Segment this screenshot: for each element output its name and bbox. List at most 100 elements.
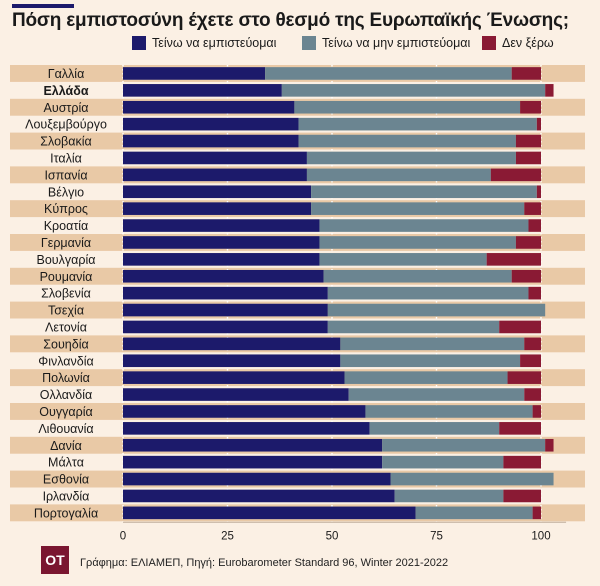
bar-segment-trust bbox=[123, 117, 299, 131]
bar-segment-distrust bbox=[319, 253, 487, 266]
category-label: Λετονία bbox=[45, 320, 87, 334]
category-label: Λιθουανία bbox=[38, 422, 93, 436]
x-tick-label: 100 bbox=[531, 530, 550, 540]
bar-segment-dontknow bbox=[524, 388, 541, 401]
bar-segment-distrust bbox=[311, 202, 525, 215]
bar-segment-distrust bbox=[340, 337, 525, 351]
bar-segment-distrust bbox=[294, 100, 521, 114]
bar-segment-dontknow bbox=[515, 134, 541, 148]
bar-segment-trust bbox=[123, 354, 341, 368]
category-label: Ρουμανία bbox=[40, 270, 93, 284]
bar-segment-dontknow bbox=[499, 320, 541, 334]
category-label: Πορτογαλία bbox=[34, 506, 98, 520]
category-label: Ιρλανδία bbox=[43, 489, 90, 503]
bar-segment-distrust bbox=[327, 286, 529, 300]
bar-segment-dontknow bbox=[524, 202, 541, 215]
category-label: Κροατία bbox=[44, 219, 89, 233]
category-label: Ισπανία bbox=[44, 168, 87, 182]
bar-segment-dontknow bbox=[515, 236, 541, 249]
publisher-logo: OT bbox=[41, 546, 69, 574]
bar-segment-trust bbox=[123, 134, 299, 148]
category-label: Πολωνία bbox=[42, 371, 90, 385]
bar-segment-dontknow bbox=[515, 151, 541, 165]
bar-segment-trust bbox=[123, 388, 349, 401]
bar-segment-distrust bbox=[415, 506, 533, 520]
legend: Τείνω να εμπιστεύομαι Τείνω να μην εμπισ… bbox=[0, 36, 600, 52]
bar-segment-distrust bbox=[298, 117, 537, 131]
category-label: Ολλανδία bbox=[40, 388, 92, 402]
bar-segment-trust bbox=[123, 100, 295, 114]
category-label: Αυστρία bbox=[44, 101, 89, 115]
bar-segment-trust bbox=[123, 405, 366, 418]
bar-segment-trust bbox=[123, 202, 312, 215]
category-label: Σλοβακία bbox=[40, 135, 91, 149]
bar-segment-trust bbox=[123, 286, 328, 300]
bar-segment-dontknow bbox=[507, 371, 541, 384]
category-label: Δανία bbox=[50, 439, 82, 453]
legend-swatch-distrust bbox=[302, 36, 316, 50]
bar-segment-distrust bbox=[298, 134, 516, 148]
bar-segment-trust bbox=[123, 371, 345, 384]
category-label: Εσθονία bbox=[43, 473, 89, 487]
footer: OT Γράφημα: ΕΛΙΑΜΕΠ, Πηγή: Eurobarometer… bbox=[0, 544, 600, 580]
bar-segment-distrust bbox=[369, 422, 500, 435]
bar-segment-trust bbox=[123, 269, 324, 283]
source-note: Γράφημα: ΕΛΙΑΜΕΠ, Πηγή: Eurobarometer St… bbox=[80, 557, 449, 569]
bar-segment-dontknow bbox=[532, 405, 541, 418]
bar-segment-trust bbox=[123, 236, 320, 249]
bar-segment-distrust bbox=[319, 219, 529, 232]
legend-item-trust: Τείνω να εμπιστεύομαι bbox=[132, 36, 276, 50]
bar-segment-distrust bbox=[319, 236, 516, 249]
legend-label-dontknow: Δεν ξέρω bbox=[502, 36, 554, 50]
bar-segment-dontknow bbox=[503, 455, 541, 469]
bar-segment-dontknow bbox=[545, 438, 554, 452]
bar-segment-trust bbox=[123, 185, 312, 199]
bar-segment-dontknow bbox=[528, 219, 541, 232]
bar-segment-dontknow bbox=[520, 100, 541, 114]
stacked-bar-chart: Γαλλία Ελλάδα Αυστρία Λουξεμβούργο Σλοβακία Ι… bbox=[10, 65, 585, 540]
category-label: Τσεχία bbox=[48, 304, 84, 318]
category-label: Ουγγαρία bbox=[39, 405, 92, 419]
category-label: Γαλλία bbox=[48, 67, 85, 81]
bar-segment-trust bbox=[123, 151, 307, 165]
bar-segment-trust bbox=[123, 472, 391, 486]
category-label: Βουλγαρία bbox=[37, 253, 96, 267]
x-tick-label: 50 bbox=[326, 530, 339, 540]
category-label: Σουηδία bbox=[43, 337, 88, 351]
bar-segment-trust bbox=[123, 337, 341, 351]
bar-segment-dontknow bbox=[490, 168, 541, 182]
x-tick-label: 25 bbox=[221, 530, 234, 540]
bar-segment-trust bbox=[123, 455, 383, 469]
bar-segment-trust bbox=[123, 219, 320, 232]
x-tick-label: 0 bbox=[120, 530, 126, 540]
bar-segment-dontknow bbox=[532, 506, 541, 520]
bar-segment-dontknow bbox=[528, 286, 541, 300]
bar-segment-dontknow bbox=[520, 354, 541, 368]
legend-swatch-trust bbox=[132, 36, 146, 50]
bar-segment-distrust bbox=[265, 67, 512, 80]
legend-item-dontknow: Δεν ξέρω bbox=[482, 36, 554, 50]
bar-segment-distrust bbox=[382, 455, 504, 469]
bar-segment-distrust bbox=[306, 168, 491, 182]
bar-segment-dontknow bbox=[499, 422, 541, 435]
bar-segment-dontknow bbox=[536, 185, 541, 199]
bar-segment-distrust bbox=[323, 269, 512, 283]
bar-segment-trust bbox=[123, 168, 307, 182]
legend-item-distrust: Τείνω να μην εμπιστεύομαι bbox=[302, 36, 470, 50]
bar-segment-distrust bbox=[382, 438, 546, 452]
category-label: Μάλτα bbox=[48, 456, 84, 470]
legend-label-distrust: Τείνω να μην εμπιστεύομαι bbox=[322, 36, 471, 50]
category-label: Σλοβενία bbox=[41, 287, 91, 301]
bar-segment-distrust bbox=[365, 405, 533, 418]
bar-segment-distrust bbox=[311, 185, 537, 199]
bar-segment-distrust bbox=[306, 151, 516, 165]
legend-swatch-dontknow bbox=[482, 36, 496, 50]
category-label: Γερμανία bbox=[41, 236, 91, 250]
bar-segment-distrust bbox=[390, 472, 554, 486]
legend-label-trust: Τείνω να εμπιστεύομαι bbox=[152, 36, 277, 50]
bar-segment-distrust bbox=[348, 388, 525, 401]
bar-segment-trust bbox=[123, 320, 328, 334]
bar-segment-dontknow bbox=[524, 337, 541, 351]
bar-segment-dontknow bbox=[545, 84, 554, 97]
bar-segment-distrust bbox=[344, 371, 508, 384]
